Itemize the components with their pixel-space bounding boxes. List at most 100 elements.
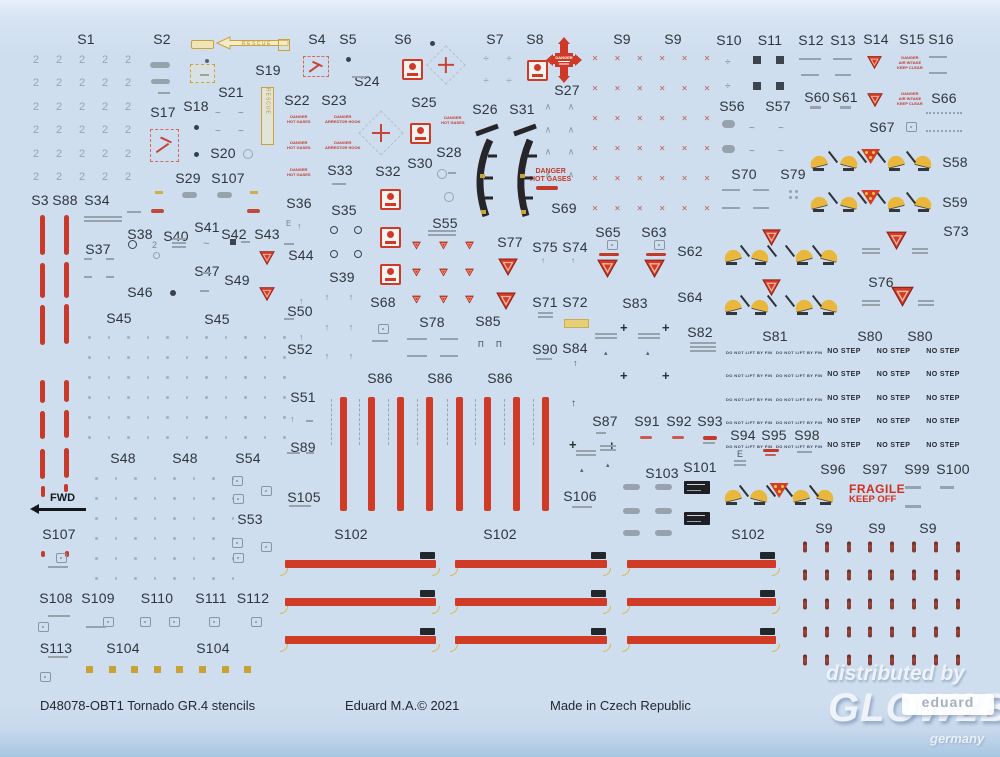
dots-decal [146, 436, 149, 439]
warning-triangle-decal [762, 278, 781, 302]
grid-decal: ∧ [544, 169, 552, 179]
stencil-label: S105 [287, 489, 321, 505]
dash-decal [835, 74, 851, 76]
glyph-decal: E [737, 449, 744, 459]
dots-decal [244, 356, 247, 359]
dots-decal [88, 336, 91, 339]
stencil-label: S11 [757, 32, 783, 48]
danger-text-decal: DANGER ARRESTOR HOOK [325, 114, 361, 124]
stencil-label: S3 [31, 192, 49, 208]
stencil-label: S73 [943, 223, 969, 239]
dashed-guide-decal [359, 399, 360, 445]
stencil-text-decal: DO NOT LIFT BY FIN [776, 443, 823, 449]
stencil-label: S59 [942, 194, 968, 210]
stencil-label: S37 [85, 241, 111, 257]
dots-decal [205, 436, 208, 439]
red-vertical-bar-decal [542, 397, 549, 511]
svg-text:DANGER: DANGER [555, 55, 572, 60]
glyph-decal: ~ [238, 126, 244, 137]
gold-square-decal [86, 666, 93, 673]
rescue-placard-decal [380, 189, 401, 210]
stencil-label: S9 [664, 31, 682, 47]
grid-decal: × [704, 203, 710, 215]
dash-decal [106, 276, 114, 278]
dash-decal [155, 191, 163, 194]
glyph-decal: ↑ [571, 256, 575, 265]
dots-decal [95, 477, 98, 480]
dash-decal [929, 72, 947, 74]
stencil-label: S102 [731, 526, 765, 542]
stencil-label: S50 [287, 303, 313, 319]
glyph-decal: ÷ [725, 81, 731, 92]
pins-decal [890, 569, 895, 581]
dash-decal [799, 58, 821, 60]
pill-decal [247, 209, 260, 213]
square-decal [776, 82, 784, 90]
grid-decal: 2 [101, 77, 109, 90]
red-stripe-decal [40, 305, 45, 345]
dash-decal [48, 656, 68, 658]
stencil-label: S42 [221, 226, 247, 242]
yellow-pill-decal [191, 40, 214, 49]
dots-decal [134, 537, 137, 540]
red-stripe-decal [64, 410, 69, 438]
walkway-bar-decal [280, 628, 440, 652]
ring-decal [444, 192, 454, 202]
stencil-text-decal: DO NOT LIFT BY FIN [776, 420, 823, 426]
grid-decal: × [704, 53, 710, 65]
dots-decal [88, 436, 91, 439]
grid-decal: × [636, 143, 643, 155]
pins-decal [824, 541, 829, 553]
stencil-label: S1 [77, 31, 95, 47]
dots-decal [263, 376, 266, 379]
dots-decal [153, 557, 156, 560]
glyph-decal: ↑ [290, 414, 295, 424]
dash-decal [332, 183, 346, 185]
dots-decal [166, 376, 169, 379]
pill-decal [182, 192, 197, 198]
stencil-label: S4 [308, 31, 326, 47]
small-port-decal [261, 542, 272, 552]
ring-decal [330, 226, 338, 234]
stencil-label: S69 [551, 200, 577, 216]
dots-decal [134, 517, 137, 520]
fine-print-decal [428, 230, 456, 238]
dash-decal [306, 420, 313, 422]
pins-decal [933, 598, 938, 610]
grid-decal: 2 [32, 54, 40, 66]
pins-decal [868, 541, 873, 553]
dash-decal [810, 106, 821, 109]
stencil-label: S82 [687, 324, 713, 340]
stencil-label: S22 [284, 92, 310, 108]
grid-decal: × [681, 203, 688, 215]
danger-text-decal: DANGER HOT GASES [530, 168, 572, 183]
stencil-label: S89 [290, 439, 316, 455]
glyph-decal: ↑ [299, 332, 304, 342]
stencil-label: S57 [765, 98, 791, 114]
small-port-decal [169, 617, 180, 627]
warning-triangle-decal [867, 55, 882, 75]
dots-decal [283, 396, 286, 399]
warning-triangle-decal [496, 291, 516, 316]
grid-decal: 2 [55, 77, 63, 90]
stencil-label: S38 [127, 226, 153, 242]
gold-square-decal [221, 666, 229, 673]
grid-decal: 2 [78, 54, 86, 66]
stencil-label: S28 [436, 144, 462, 160]
dots-decal [205, 336, 208, 339]
fine-print-decal [576, 450, 596, 458]
danger-text-decal: DANGER HOT GASES [287, 140, 311, 150]
pins-decal [803, 626, 807, 638]
grid-decal: ∧ [567, 146, 575, 157]
stencil-text-decal: NO STEP [876, 441, 911, 449]
dash-decal [200, 290, 209, 292]
stencil-label: S5 [339, 31, 357, 47]
red-vertical-bar-decal [513, 397, 520, 511]
pins-decal [824, 654, 829, 666]
rescue-placard-decal [402, 59, 423, 80]
grid-decal: ÷ [483, 53, 489, 65]
grid-decal: × [614, 53, 621, 65]
stencil-label: S29 [175, 170, 201, 186]
dots-decal [244, 436, 247, 439]
